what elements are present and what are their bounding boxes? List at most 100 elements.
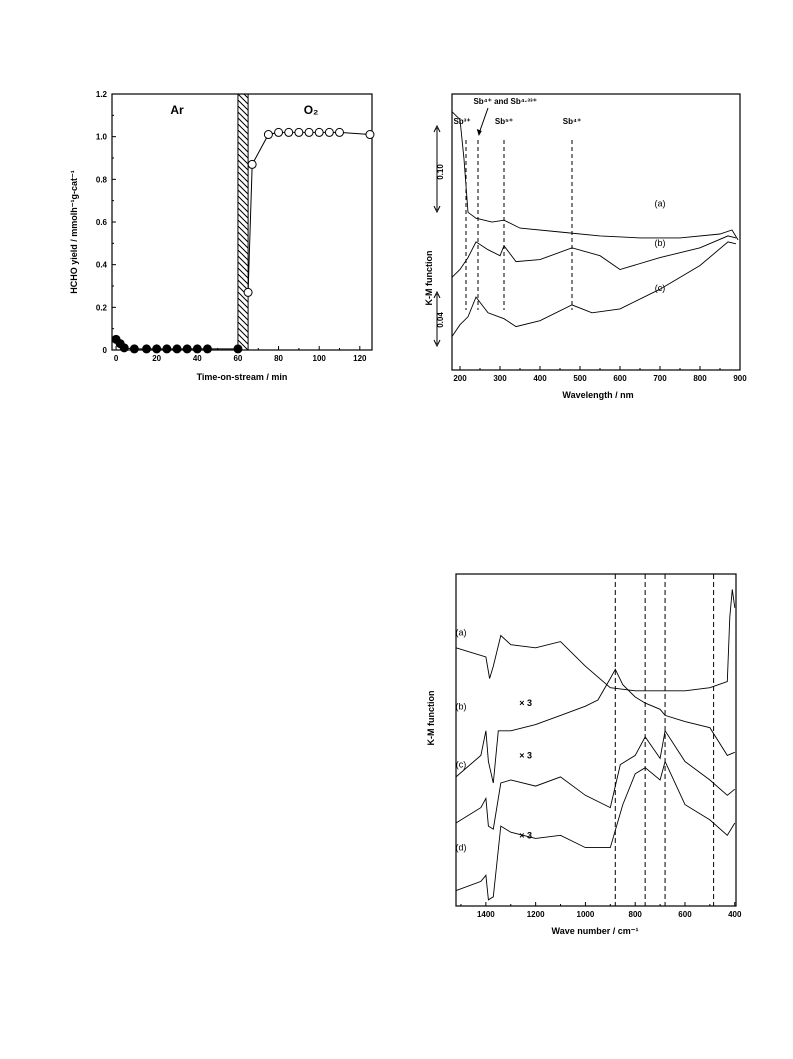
hatch-line <box>237 105 249 117</box>
hatch-line <box>237 243 249 255</box>
open-data-point <box>335 127 344 137</box>
hatch-line <box>237 207 249 219</box>
scale-factor-label: × 3 <box>519 698 532 708</box>
time-on-stream-chart: 0 20 40 60 80 100 120 0 0.2 0.4 0.6 0.8 1.0 1.2 Ar O₂… <box>69 90 375 382</box>
hatch-line <box>237 213 249 225</box>
y-tick-label: 0.6 <box>96 218 108 227</box>
plot-area: 1400 1200 1000 800 600 400 (a) (b) (c) (d) × 3 × 3 ×… <box>455 573 742 919</box>
hatch-line <box>237 153 249 165</box>
hatch-line <box>237 189 249 201</box>
x-tick-label: 0 <box>114 354 119 363</box>
y-tick-label: 1.0 <box>96 133 108 142</box>
series-label: (c) <box>655 283 666 293</box>
x-tick-label: 1200 <box>527 910 545 919</box>
open-data-point <box>365 130 375 140</box>
filled-data-point <box>142 344 152 354</box>
open-data-point <box>294 127 304 137</box>
scale-bar-label: 0.04 <box>436 312 445 328</box>
series-label: (d) <box>455 843 466 853</box>
filled-data-point <box>172 344 182 354</box>
plot-area: 0 20 40 60 80 100 120 0 0.2 0.4 0.6 0.8 1.0 1.2 <box>96 90 375 363</box>
spectrum-line <box>455 729 736 830</box>
hatch-line <box>237 219 249 231</box>
peak-label: Sb³⁺ <box>453 117 470 126</box>
series-label: (a) <box>455 627 466 637</box>
spectrum-line <box>451 235 737 278</box>
x-tick-label: 700 <box>653 374 667 383</box>
hatch-line <box>237 237 249 249</box>
hatch-line <box>237 93 249 105</box>
x-tick-label: 300 <box>493 374 507 383</box>
series-label: (c) <box>456 760 467 770</box>
y-tick-label: 0 <box>103 346 108 355</box>
hatch-line <box>237 333 249 345</box>
plot-frame <box>455 573 737 907</box>
hatch-line <box>237 249 249 261</box>
filled-data-point <box>129 344 139 354</box>
hatch-line <box>237 231 249 243</box>
scale-bar-arrows <box>433 124 441 214</box>
x-tick-label: 1000 <box>577 910 595 919</box>
hatch-line <box>237 273 249 285</box>
peak-label: Sb⁴⁺ and Sb⁴·³³⁺ <box>473 97 536 106</box>
hatch-line <box>237 171 249 183</box>
x-tick-label: 800 <box>693 374 707 383</box>
hatch-line <box>237 267 249 279</box>
plot-area: 200 300 400 500 600 700 800 900 Sb³⁺ Sb⁴⁺ and Sb⁴… <box>433 93 747 383</box>
filled-data-point <box>182 344 192 354</box>
x-tick-label: 40 <box>193 354 202 363</box>
series-label: (a) <box>655 198 666 208</box>
y-tick-label: 1.2 <box>96 90 108 99</box>
x-tick-label: 120 <box>353 354 367 363</box>
hatch-line <box>237 165 249 177</box>
x-tick-label: 60 <box>233 354 242 363</box>
series-label: (b) <box>655 238 666 248</box>
x-tick-label: 500 <box>573 374 587 383</box>
region-label-o2: O₂ <box>304 103 319 117</box>
x-axis-title: Wavelength / nm <box>562 390 633 400</box>
x-axis-title: Wave number / cm⁻¹ <box>552 926 639 936</box>
x-tick-label: 900 <box>733 374 747 383</box>
filled-data-point <box>233 344 243 354</box>
hatch-line <box>237 111 249 123</box>
filled-data-point <box>192 344 202 354</box>
y-axis-title: K-M function <box>424 251 434 306</box>
hatch-line <box>237 99 249 111</box>
hatch-line <box>237 183 249 195</box>
open-data-point <box>304 127 314 137</box>
region-label-ar: Ar <box>170 103 184 117</box>
x-tick-label: 600 <box>613 374 627 383</box>
hatch-line <box>237 225 249 237</box>
series-o2-line <box>247 131 371 293</box>
hatch-line <box>237 201 249 213</box>
open-data-point <box>284 127 294 137</box>
open-data-point <box>274 127 284 137</box>
x-tick-label: 1400 <box>477 910 495 919</box>
hatch-line <box>237 117 249 129</box>
spectrum-line <box>455 668 735 784</box>
x-tick-label: 20 <box>152 354 161 363</box>
y-tick-label: 0.4 <box>96 261 108 270</box>
y-axis-title: K-M function <box>426 691 436 746</box>
filled-data-point <box>119 343 129 353</box>
y-tick-label: 0.2 <box>96 303 108 312</box>
open-data-point <box>263 130 273 140</box>
hatch-line <box>237 195 249 207</box>
km-wavelength-chart: 200 300 400 500 600 700 800 900 Sb³⁺ Sb⁴⁺ and Sb⁴… <box>424 93 747 400</box>
scale-factor-label: × 3 <box>519 830 532 840</box>
hatch-line <box>237 177 249 189</box>
hatch-line <box>237 135 249 147</box>
open-data-point <box>247 159 257 169</box>
km-wavenumber-chart: 1400 1200 1000 800 600 400 (a) (b) (c) (d) × 3 × 3 ×… <box>426 573 742 936</box>
peak-label: Sb⁵⁺ <box>495 117 513 126</box>
scale-factor-label: × 3 <box>519 750 532 760</box>
x-tick-label: 400 <box>728 910 742 919</box>
x-tick-label: 100 <box>313 354 327 363</box>
x-tick-label: 80 <box>274 354 283 363</box>
spectrum-line <box>455 589 736 692</box>
arrow-head <box>476 129 482 136</box>
scale-bar-label: 0.10 <box>436 164 445 180</box>
open-data-point <box>243 287 253 297</box>
x-axis-title: Time-on-stream / min <box>197 372 288 382</box>
hatch-line <box>237 159 249 171</box>
